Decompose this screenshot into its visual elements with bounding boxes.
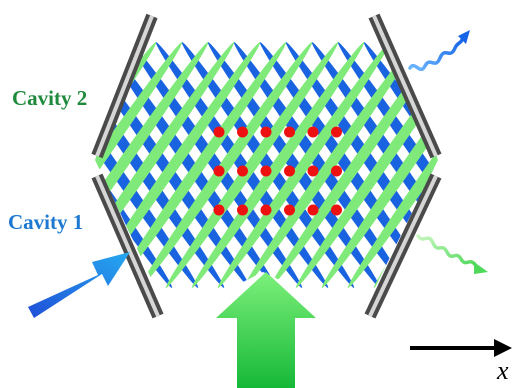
atom [213, 126, 225, 138]
green-pump-arrow [216, 272, 316, 388]
atom [284, 204, 295, 216]
cavity1-left-mirror-highlight [95, 175, 160, 317]
green-beam-stripe [269, 42, 438, 288]
green-beam-stripe [243, 42, 417, 288]
atom [237, 126, 248, 138]
atom [284, 126, 295, 138]
atom [284, 165, 295, 177]
atom [237, 165, 248, 177]
green-beam-stripe [217, 42, 391, 288]
cavity1-right-mirror-highlight [372, 15, 438, 157]
blue-beam-stripe [337, 42, 438, 288]
cavity1-label: Cavity 1 [8, 210, 84, 234]
green-beam-stripe [165, 42, 339, 288]
atom [307, 204, 319, 216]
blue-pump-arrow [28, 252, 130, 318]
cavity1-output-wave [408, 38, 464, 72]
green-beam-stripe [191, 42, 365, 288]
atom [213, 165, 225, 177]
atom [307, 165, 319, 177]
green-beam-stripe [139, 42, 313, 288]
atom [260, 126, 272, 138]
green-beam-stripe [95, 42, 209, 288]
x-axis-label: x [497, 356, 509, 385]
green-beam-stripe [347, 42, 438, 288]
cavity2-label: Cavity 2 [12, 86, 88, 110]
standing-wave-pattern [95, 42, 438, 288]
green-beam-stripe [321, 42, 438, 288]
atom [331, 204, 342, 216]
atom [307, 126, 319, 138]
x-axis-arrowhead [494, 339, 512, 357]
cavity-mirrors [91, 13, 442, 319]
atom-lattice [213, 126, 342, 216]
atom [331, 126, 342, 138]
atom [260, 165, 272, 177]
blue-beam-stripe [311, 42, 438, 288]
cavity2-standing-wave [95, 42, 438, 288]
atom [237, 204, 248, 216]
cavity1-output-arrowhead [458, 30, 470, 44]
atom [260, 204, 272, 216]
cavity2-output-wave [416, 234, 478, 268]
cavity2-left-mirror-highlight [95, 15, 154, 157]
cavity2-output-arrowhead [474, 262, 488, 274]
atom [331, 165, 342, 177]
green-beam-stripe [95, 42, 261, 288]
cavity2-right-mirror-highlight [368, 175, 438, 317]
atom [213, 204, 225, 216]
green-beam-stripe [113, 42, 287, 288]
